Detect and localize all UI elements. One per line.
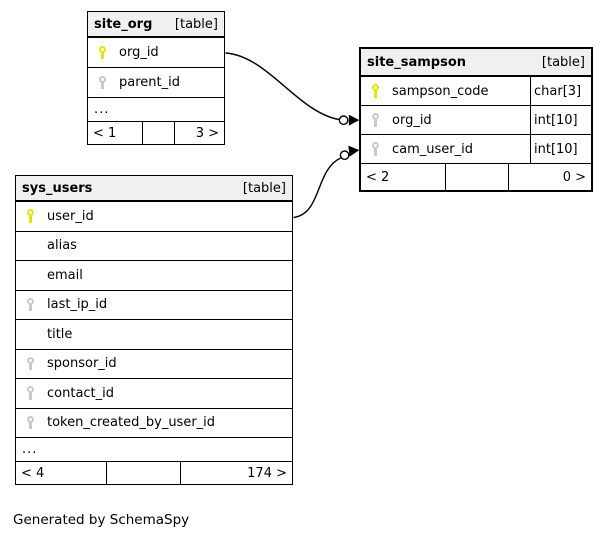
- table-header: site_sampson [table]: [361, 49, 591, 77]
- column-row: alias: [16, 231, 292, 261]
- column-row: sampson_code char[3]: [361, 77, 591, 106]
- footer-middle-cell: [142, 122, 174, 144]
- column-name: parent_id: [119, 75, 180, 90]
- primary-key-icon: [371, 83, 383, 99]
- footer-children-stat: 0 >: [508, 164, 591, 190]
- column-name: email: [47, 267, 83, 283]
- column-row: org_id int[10]: [361, 106, 591, 135]
- generator-credit: Generated by SchemaSpy: [13, 512, 190, 528]
- foreign-key-icon: [371, 141, 383, 157]
- primary-key-icon: [98, 45, 110, 61]
- column-name: org_id: [119, 45, 159, 60]
- table-name: sys_users: [22, 180, 93, 196]
- column-name: org_id: [392, 112, 432, 128]
- foreign-key-icon: [98, 75, 110, 91]
- table-footer: < 1 3 >: [88, 122, 224, 144]
- table-node-site_sampson[interactable]: site_sampson [table] sampson_code char[3…: [359, 47, 593, 192]
- column-type: int[10]: [530, 106, 591, 134]
- foreign-key-icon: [26, 385, 38, 401]
- table-footer: < 4 174 >: [16, 462, 292, 484]
- primary-key-icon: [26, 208, 38, 224]
- column-name: alias: [47, 238, 77, 254]
- footer-children-stat: 174 >: [180, 462, 292, 484]
- table-name: site_org: [94, 16, 153, 32]
- table-node-site_org[interactable]: site_org [table] org_id parent_id ... < …: [87, 11, 225, 145]
- column-name: token_created_by_user_id: [47, 415, 216, 431]
- column-row: user_id: [16, 202, 292, 232]
- column-row: title: [16, 320, 292, 350]
- column-name: sponsor_id: [47, 356, 117, 372]
- table-name: site_sampson: [367, 54, 467, 70]
- table-header: site_org [table]: [88, 12, 224, 38]
- table-type-badge: [table]: [242, 180, 286, 196]
- column-name: last_ip_id: [47, 297, 108, 313]
- table-node-sys_users[interactable]: sys_users [table] user_id alias email la…: [15, 175, 293, 485]
- column-type: int[10]: [530, 135, 591, 163]
- column-type: char[3]: [530, 77, 591, 105]
- foreign-key-icon: [26, 356, 38, 372]
- foreign-key-icon: [26, 297, 38, 313]
- relationship-curve-site_org-to-site_sampson: [225, 52, 340, 121]
- column-row: sponsor_id: [16, 349, 292, 379]
- column-row: email: [16, 261, 292, 291]
- column-row: contact_id: [16, 379, 292, 409]
- column-name: cam_user_id: [392, 141, 473, 157]
- table-footer: < 2 0 >: [361, 164, 591, 190]
- footer-middle-cell: [445, 164, 508, 190]
- foreign-key-icon: [26, 415, 38, 431]
- column-name: title: [47, 326, 73, 342]
- footer-parents-stat: < 2: [366, 169, 390, 185]
- ellipsis-row: ...: [88, 98, 224, 122]
- ellipsis-text: ...: [94, 102, 110, 117]
- column-name: sampson_code: [392, 83, 489, 99]
- column-row: last_ip_id: [16, 290, 292, 320]
- column-row: cam_user_id int[10]: [361, 135, 591, 164]
- ellipsis-text: ...: [22, 442, 38, 457]
- relationship-curve-sys_users-to-site_sampson: [293, 157, 341, 219]
- column-name: contact_id: [47, 385, 115, 401]
- footer-parents-stat: < 1: [93, 125, 117, 141]
- footer-middle-cell: [106, 462, 180, 484]
- table-header: sys_users [table]: [16, 176, 292, 202]
- arrowhead-marker: [348, 114, 360, 126]
- ellipsis-row: ...: [16, 438, 292, 462]
- open-circle-marker: [339, 150, 350, 161]
- table-type-badge: [table]: [174, 16, 218, 32]
- table-type-badge: [table]: [541, 54, 585, 70]
- column-row: org_id: [88, 38, 224, 68]
- foreign-key-icon: [371, 112, 383, 128]
- column-row: token_created_by_user_id: [16, 408, 292, 438]
- footer-children-stat: 3 >: [174, 122, 224, 144]
- column-name: user_id: [47, 208, 94, 224]
- open-circle-marker: [338, 115, 349, 126]
- column-row: parent_id: [88, 68, 224, 98]
- arrowhead-marker: [348, 145, 360, 157]
- footer-parents-stat: < 4: [21, 465, 45, 481]
